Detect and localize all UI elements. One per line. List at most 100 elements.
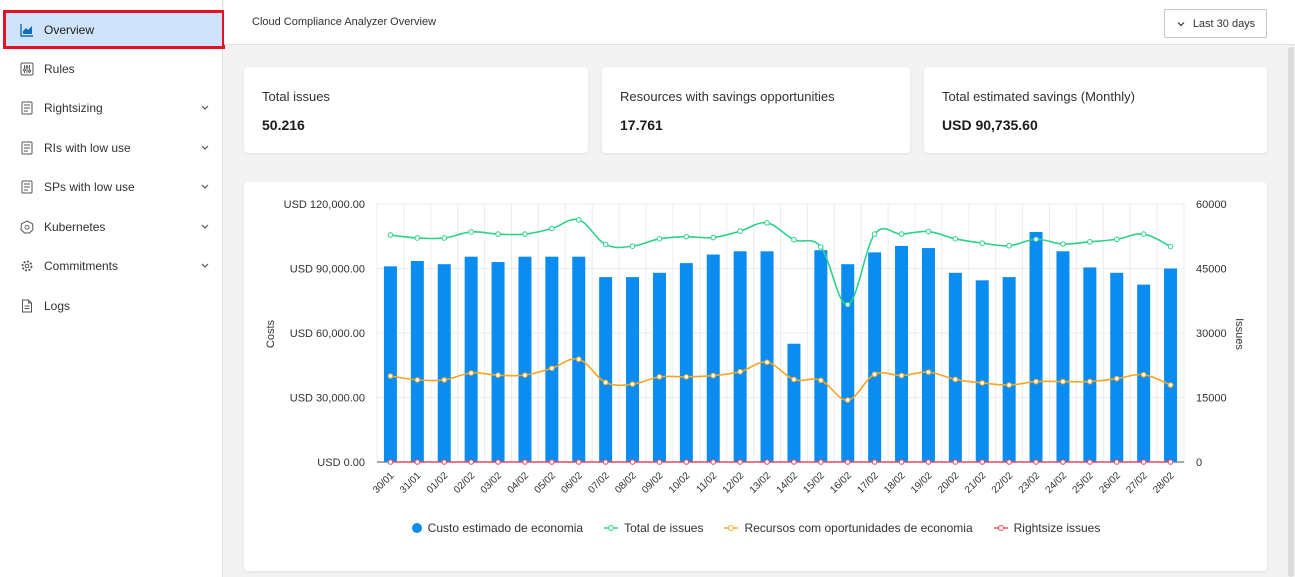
series-point xyxy=(387,373,394,379)
series-point xyxy=(495,459,501,465)
scrollbar[interactable] xyxy=(1287,45,1295,577)
series-point xyxy=(764,220,770,226)
chevron-down-icon[interactable] xyxy=(200,182,210,192)
series-point xyxy=(925,369,932,375)
series-point xyxy=(952,459,959,465)
sidebar-item-kubernetes[interactable]: Kubernetes xyxy=(0,207,222,247)
legend-item-rightsize[interactable]: Rightsize issues xyxy=(993,521,1100,535)
series-point xyxy=(1140,371,1147,378)
x-tick-label: 28/02 xyxy=(1151,470,1177,496)
series-point xyxy=(441,377,448,383)
kpi-card-estimated-savings: Total estimated savings (Monthly) USD 90… xyxy=(924,67,1267,153)
series-point xyxy=(468,459,474,465)
chart-bar xyxy=(868,252,882,462)
sidebar-item-commitments[interactable]: Commitments xyxy=(0,247,222,287)
x-tick-label: 08/02 xyxy=(613,470,639,496)
chart: USD 0.00 USD 30,000.00 USD 60,000.00 USD 90… xyxy=(265,199,1245,496)
y-tick-label-left: USD 60,000.00 xyxy=(290,328,365,340)
x-tick-label: 04/02 xyxy=(506,470,532,496)
series-point xyxy=(844,301,851,308)
kpi-label: Total issues xyxy=(262,89,330,104)
series-point xyxy=(602,241,609,248)
chart-bar xyxy=(787,343,801,462)
y-tick-label-right: 0 xyxy=(1196,457,1202,469)
chart-bar xyxy=(814,250,828,462)
y-axis-label-right: Issues xyxy=(1233,318,1245,350)
series-point xyxy=(549,225,555,232)
y-tick-label-left: USD 30,000.00 xyxy=(290,393,365,405)
series-point xyxy=(818,244,824,250)
header: Cloud Compliance Analyzer Overview Last … xyxy=(224,0,1295,45)
sidebar-item-rules[interactable]: Rules xyxy=(0,49,222,89)
chart-bar xyxy=(975,280,989,462)
series-point xyxy=(683,233,690,240)
series-point xyxy=(925,228,932,235)
series-point xyxy=(683,374,690,380)
series-point xyxy=(1113,236,1120,243)
series-point xyxy=(1140,459,1147,465)
chart-bar xyxy=(921,248,935,462)
series-point xyxy=(1006,459,1012,465)
series-point xyxy=(1167,459,1174,465)
series-point xyxy=(844,397,851,403)
kpi-card-total-issues: Total issues 50.216 xyxy=(244,67,588,153)
chart-bar xyxy=(1056,251,1070,462)
chart-bar xyxy=(1110,272,1124,462)
sidebar-item-sps-low-use[interactable]: SPs with low use xyxy=(0,168,222,208)
series-point xyxy=(414,235,421,241)
chart-icon xyxy=(20,23,34,37)
series-point xyxy=(1113,459,1120,465)
chart-bar xyxy=(948,272,962,462)
chevron-down-icon[interactable] xyxy=(200,261,210,271)
date-range-dropdown[interactable]: Last 30 days xyxy=(1164,9,1267,38)
series-point xyxy=(1006,242,1012,249)
series-point xyxy=(791,459,797,465)
page-title: Cloud Compliance Analyzer Overview xyxy=(252,16,437,28)
page-icon xyxy=(20,299,34,313)
chart-bar xyxy=(599,277,613,462)
kpi-card-savings-resources: Resources with savings opportunities 17.… xyxy=(602,67,910,153)
series-point xyxy=(818,377,824,384)
x-tick-label: 14/02 xyxy=(775,470,801,496)
document-icon xyxy=(20,180,34,194)
series-point xyxy=(441,459,448,465)
chart-bar xyxy=(1002,277,1016,462)
rules-icon xyxy=(20,62,34,76)
legend-item-savings[interactable]: Custo estimado de economia xyxy=(411,521,583,535)
sidebar-item-label: Commitments xyxy=(44,259,119,274)
legend-item-total-issues[interactable]: Total de issues xyxy=(603,521,703,535)
series-point xyxy=(737,459,743,465)
series-point xyxy=(575,459,582,465)
date-range-label: Last 30 days xyxy=(1192,17,1256,30)
x-tick-label: 07/02 xyxy=(586,470,612,496)
chevron-down-icon[interactable] xyxy=(200,142,210,152)
series-point xyxy=(495,231,501,237)
sidebar-item-label: SPs with low use xyxy=(44,180,135,195)
sidebar-item-ris-low-use[interactable]: RIs with low use xyxy=(0,128,222,168)
series-point xyxy=(495,372,501,378)
sidebar-item-overview[interactable]: Overview xyxy=(3,10,225,49)
legend-label: Total de issues xyxy=(624,521,704,535)
series-point xyxy=(1033,459,1039,465)
sidebar-item-rightsizing[interactable]: Rightsizing xyxy=(0,89,222,129)
sidebar-item-logs[interactable]: Logs xyxy=(0,286,222,326)
chevron-down-icon[interactable] xyxy=(200,221,210,231)
series-point xyxy=(656,236,663,242)
scrollbar-thumb[interactable] xyxy=(1288,47,1294,577)
series-point xyxy=(656,374,663,380)
series-point xyxy=(1006,382,1012,388)
chevron-down-icon xyxy=(1177,21,1185,26)
series-point xyxy=(629,381,636,387)
series-point xyxy=(1167,382,1174,388)
x-tick-label: 27/02 xyxy=(1124,470,1150,496)
legend-label: Custo estimado de economia xyxy=(427,521,584,535)
series-point xyxy=(414,459,421,465)
x-tick-label: 20/02 xyxy=(936,470,962,496)
chevron-down-icon[interactable] xyxy=(200,103,210,113)
series-point xyxy=(764,459,770,465)
legend-item-resources[interactable]: Recursos com oportunidades de economia xyxy=(723,521,973,535)
series-point xyxy=(979,240,986,246)
chart-bar xyxy=(437,264,451,462)
series-point xyxy=(871,459,878,465)
chart-bar xyxy=(1029,231,1043,462)
